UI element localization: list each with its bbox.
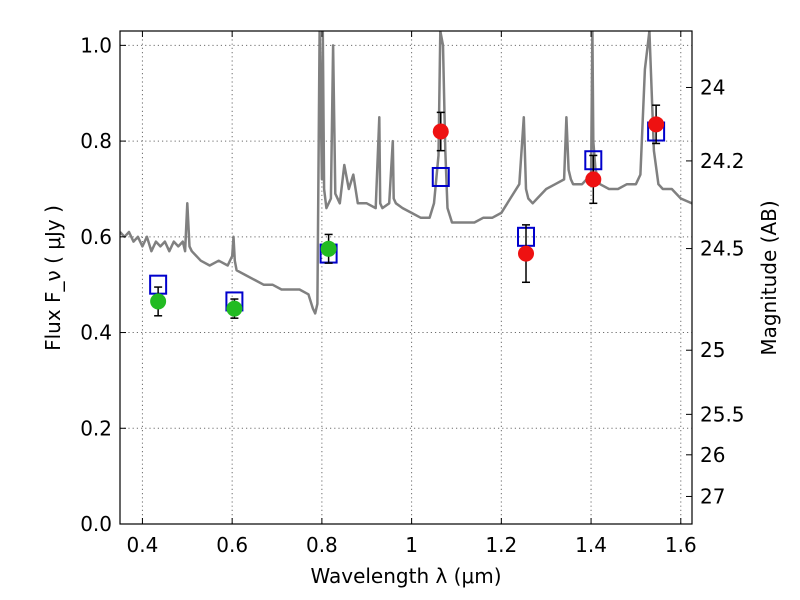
photometry-markers xyxy=(149,104,666,319)
y2-tick-label: 24 xyxy=(700,75,725,99)
y-axis-ticks: 0.0 0.2 0.4 0.6 0.8 1.0 xyxy=(80,33,126,536)
plot-data-group xyxy=(120,31,692,319)
y-axis-label: Flux F_ν ( μJy ) xyxy=(41,205,65,351)
y-tick-label: 1.0 xyxy=(80,33,112,57)
nir-data-point xyxy=(432,123,449,140)
x-tick-label: 1.2 xyxy=(485,533,517,557)
optical-data-point xyxy=(320,240,337,257)
x-tick-label: 0.4 xyxy=(127,533,159,557)
model-spectrum-series xyxy=(120,31,692,315)
y2-tick-label: 24.5 xyxy=(700,237,745,261)
x-tick-label: 0.6 xyxy=(216,533,248,557)
x-tick-label: 1.4 xyxy=(575,533,607,557)
y2-tick-label: 26 xyxy=(700,443,725,467)
x-axis-ticks: 0.4 0.6 0.8 1 1.2 1.4 1.6 xyxy=(127,31,697,557)
nir-data-point xyxy=(585,171,602,188)
y-tick-label: 0.4 xyxy=(80,321,112,345)
x-tick-label: 1.6 xyxy=(665,533,697,557)
y2-tick-label: 25.5 xyxy=(700,402,745,426)
model-spectrum-line xyxy=(120,31,692,315)
y-tick-label: 0.0 xyxy=(80,512,112,536)
y-tick-label: 0.2 xyxy=(80,416,112,440)
grid-lines xyxy=(120,31,692,525)
y2-axis-ticks: 24 24.2 24.5 25 25.5 26 27 xyxy=(686,75,745,508)
y-tick-label: 0.6 xyxy=(80,225,112,249)
y2-tick-label: 25 xyxy=(700,338,725,362)
optical-data-point xyxy=(150,293,167,310)
plot-frame xyxy=(119,30,693,525)
x-tick-label: 0.8 xyxy=(306,533,338,557)
model-photometry-square xyxy=(431,166,450,187)
nir-data-point xyxy=(648,116,665,133)
y-tick-label: 0.8 xyxy=(80,129,112,153)
optical-data-point xyxy=(226,300,243,317)
y2-axis-label: Magnitude (AB) xyxy=(757,200,781,355)
y2-tick-label: 27 xyxy=(700,484,725,508)
x-tick-label: 1 xyxy=(405,533,418,557)
nir-data-point xyxy=(518,245,535,262)
y2-tick-label: 24.2 xyxy=(700,149,745,173)
x-axis-label: Wavelength λ (μm) xyxy=(310,564,501,588)
